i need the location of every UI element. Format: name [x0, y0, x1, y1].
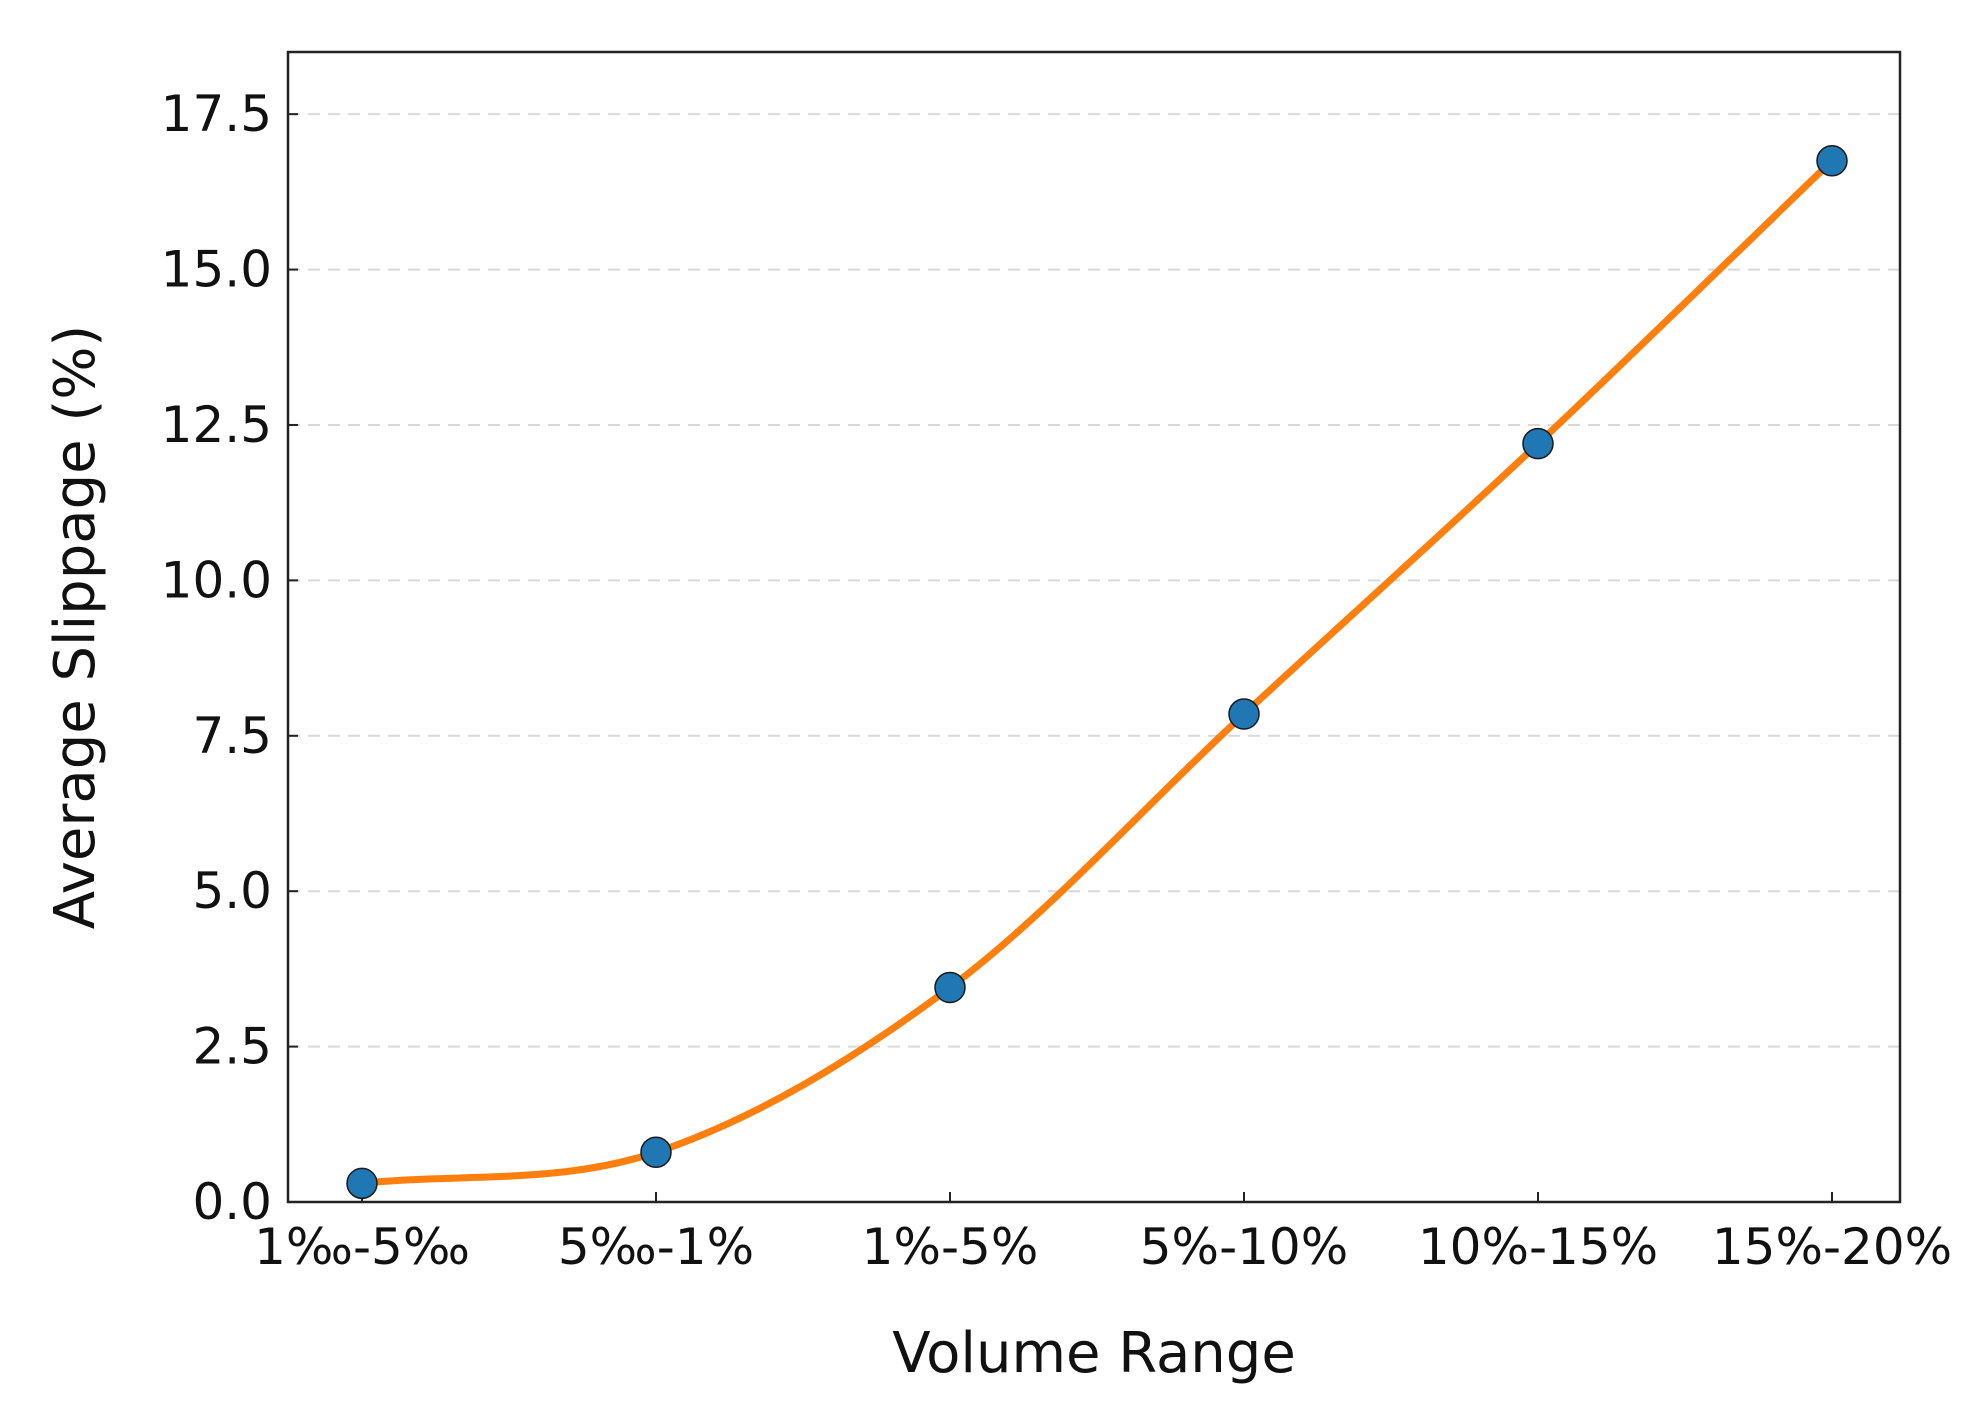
y-tick-label: 12.5: [161, 396, 272, 454]
x-tick-label: 10%-15%: [1418, 1218, 1658, 1276]
y-tick-label: 7.5: [192, 707, 272, 765]
x-tick-label: 5%-10%: [1140, 1218, 1349, 1276]
data-point: [1816, 145, 1848, 177]
x-axis-title: Volume Range: [892, 1321, 1296, 1386]
data-point: [640, 1136, 672, 1169]
y-tick-label: 5.0: [192, 862, 272, 920]
ticks-layer: 0.0 2.5 5.0 7.5 10.0 12.5 15.0 17.5 1‰-5‰ 5‰-1% 1%…: [161, 85, 1952, 1276]
y-tick-label: 17.5: [161, 85, 272, 143]
y-tick-label: 0.0: [192, 1173, 272, 1231]
x-tick-label: 15%-20%: [1712, 1218, 1952, 1276]
y-tick-label: 2.5: [192, 1018, 272, 1076]
x-tick-label: 1%-5%: [862, 1218, 1039, 1276]
data-point: [934, 971, 966, 1004]
plot-frame: [286, 50, 1902, 1204]
data-point: [346, 1167, 378, 1200]
x-tick-label: 1‰-5‰: [254, 1218, 470, 1276]
data-point: [1522, 427, 1554, 460]
y-tick-label: 15.0: [161, 241, 272, 299]
y-axis-title: Average Slippage (%): [43, 325, 108, 930]
grid-layer: [288, 113, 1900, 1048]
data-point: [1228, 698, 1260, 730]
x-tick-label: 5‰-1%: [558, 1218, 754, 1276]
y-tick-label: 10.0: [161, 551, 272, 609]
markers-layer: [346, 145, 1848, 1200]
